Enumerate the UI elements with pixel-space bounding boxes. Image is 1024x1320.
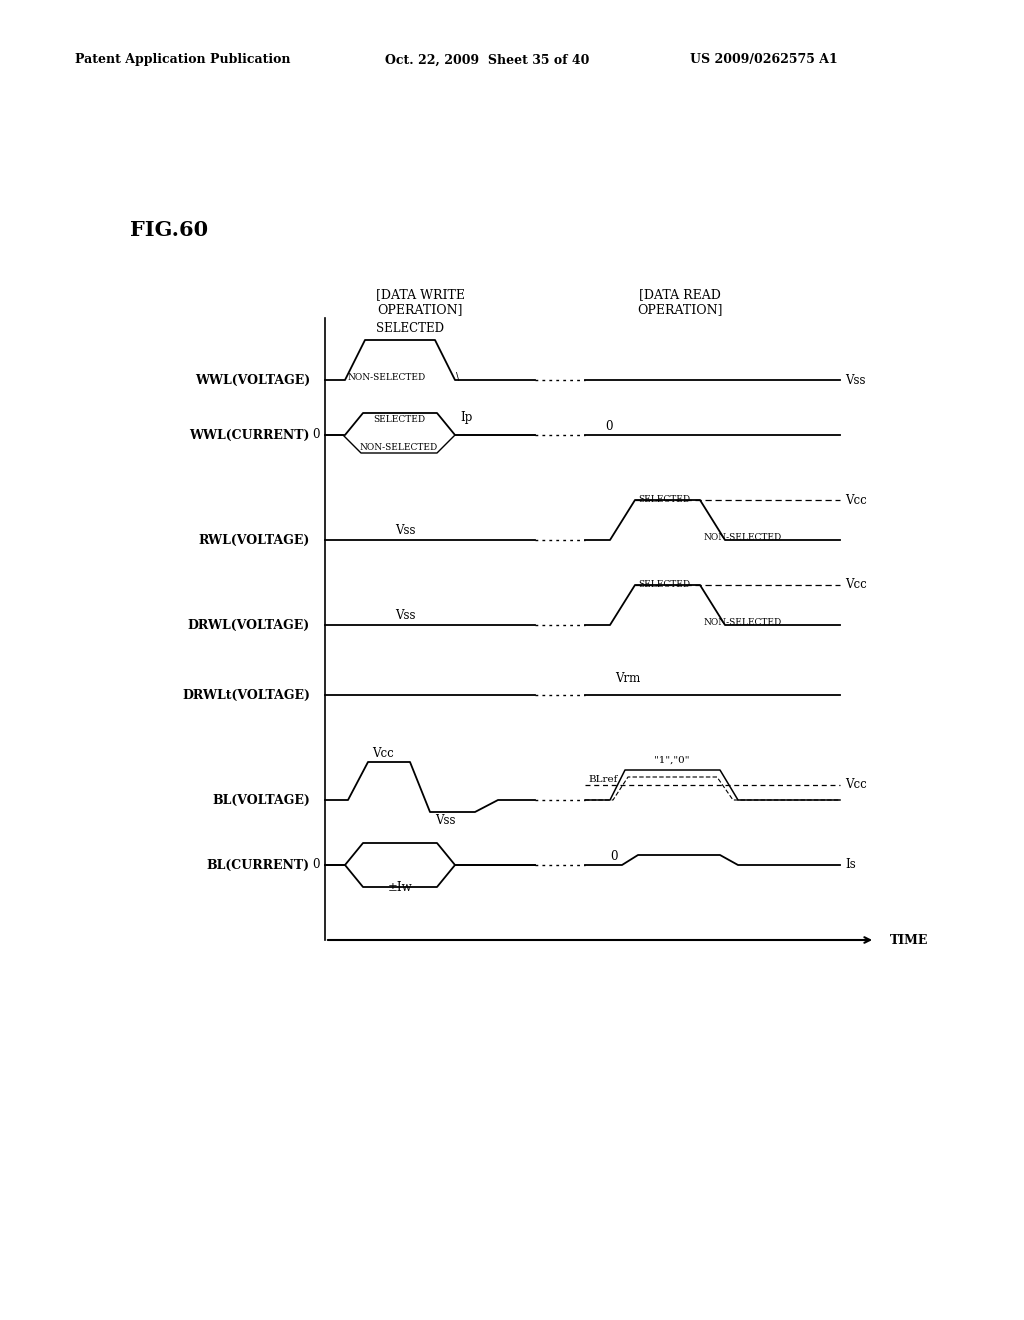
Text: Is: Is — [845, 858, 856, 871]
Text: NON-SELECTED: NON-SELECTED — [703, 618, 781, 627]
Text: Vcc: Vcc — [845, 494, 866, 507]
Text: BLref: BLref — [588, 775, 617, 784]
Text: OPERATION]: OPERATION] — [637, 304, 723, 317]
Text: US 2009/0262575 A1: US 2009/0262575 A1 — [690, 54, 838, 66]
Text: NON-SELECTED: NON-SELECTED — [348, 374, 426, 381]
Text: BL(VOLTAGE): BL(VOLTAGE) — [212, 793, 310, 807]
Text: TIME: TIME — [890, 933, 929, 946]
Text: Patent Application Publication: Patent Application Publication — [75, 54, 291, 66]
Text: Ip: Ip — [460, 411, 472, 424]
Text: WWL(VOLTAGE): WWL(VOLTAGE) — [195, 374, 310, 387]
Text: [DATA READ: [DATA READ — [639, 289, 721, 301]
Text: WWL(CURRENT): WWL(CURRENT) — [189, 429, 310, 441]
Text: Vss: Vss — [395, 609, 416, 622]
Text: NON-SELECTED: NON-SELECTED — [359, 442, 438, 451]
Text: BL(CURRENT): BL(CURRENT) — [207, 858, 310, 871]
Text: NON-SELECTED: NON-SELECTED — [703, 533, 781, 543]
Text: 0: 0 — [312, 429, 319, 441]
Text: Vcc: Vcc — [845, 578, 866, 591]
Text: Vss: Vss — [845, 374, 865, 387]
Text: 0: 0 — [610, 850, 617, 863]
Text: SELECTED: SELECTED — [373, 414, 425, 424]
Text: 0: 0 — [605, 421, 612, 433]
Text: 0: 0 — [312, 858, 319, 871]
Text: Vss: Vss — [435, 814, 456, 828]
Text: [DATA WRITE: [DATA WRITE — [376, 289, 465, 301]
Text: Vcc: Vcc — [372, 747, 394, 760]
Text: \: \ — [456, 372, 459, 381]
Text: Vrm: Vrm — [615, 672, 640, 685]
Text: SELECTED: SELECTED — [638, 579, 690, 589]
Text: ±Iw: ±Iw — [388, 880, 413, 894]
Text: OPERATION]: OPERATION] — [377, 304, 463, 317]
Text: DRWLt(VOLTAGE): DRWLt(VOLTAGE) — [182, 689, 310, 701]
Text: SELECTED: SELECTED — [638, 495, 690, 504]
Text: Vcc: Vcc — [845, 779, 866, 792]
Text: SELECTED: SELECTED — [376, 322, 444, 334]
Text: RWL(VOLTAGE): RWL(VOLTAGE) — [199, 533, 310, 546]
Text: FIG.60: FIG.60 — [130, 220, 208, 240]
Text: Vss: Vss — [395, 524, 416, 537]
Text: "1","0": "1","0" — [654, 756, 690, 766]
Text: DRWL(VOLTAGE): DRWL(VOLTAGE) — [187, 619, 310, 631]
Text: Oct. 22, 2009  Sheet 35 of 40: Oct. 22, 2009 Sheet 35 of 40 — [385, 54, 590, 66]
